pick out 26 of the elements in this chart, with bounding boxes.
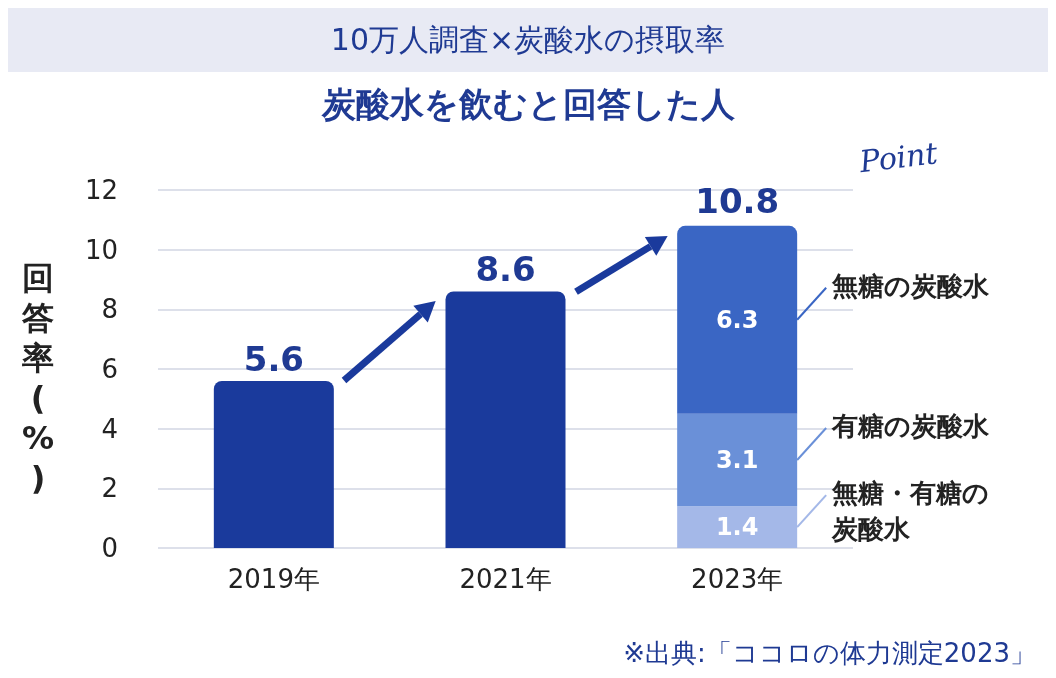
x-tick-label: 2021年 xyxy=(459,564,552,594)
y-axis-title: 回答率(%) xyxy=(20,258,56,498)
chart-subtitle: 炭酸水を飲むと回答した人 xyxy=(320,84,736,124)
y-tick-label: 0 xyxy=(101,533,118,563)
total-label: 10.8 xyxy=(695,180,780,221)
y-tick-label: 12 xyxy=(84,175,118,205)
text: ※出典:「ココロの体力測定2023」 xyxy=(623,638,1037,668)
data-label: 1.4 xyxy=(715,513,759,542)
x-tick-label: 2023年 xyxy=(691,564,784,594)
data-label: 8.6 xyxy=(475,249,536,290)
bar xyxy=(445,291,566,548)
y-tick-label: 6 xyxy=(101,354,118,384)
y-tick-label: 8 xyxy=(101,294,118,325)
text: Point xyxy=(856,135,941,180)
y-tick-label: 4 xyxy=(101,413,118,444)
bar xyxy=(213,380,334,548)
data-label: 3.1 xyxy=(715,445,759,474)
data-label: 6.3 xyxy=(715,305,759,334)
data-label: 5.6 xyxy=(243,338,304,379)
chart-title: 10万人調査×炭酸水の摂取率 xyxy=(8,8,1048,72)
y-tick-label: 2 xyxy=(101,473,118,504)
x-tick-label: 2019年 xyxy=(227,564,320,594)
y-tick-label: 10 xyxy=(84,234,118,265)
legend-label: 有糖の炭酸水 xyxy=(831,410,991,441)
legend-label: 無糖・有糖の炭酸水 xyxy=(831,478,990,545)
legend-label: 無糖の炭酸水 xyxy=(831,270,991,301)
